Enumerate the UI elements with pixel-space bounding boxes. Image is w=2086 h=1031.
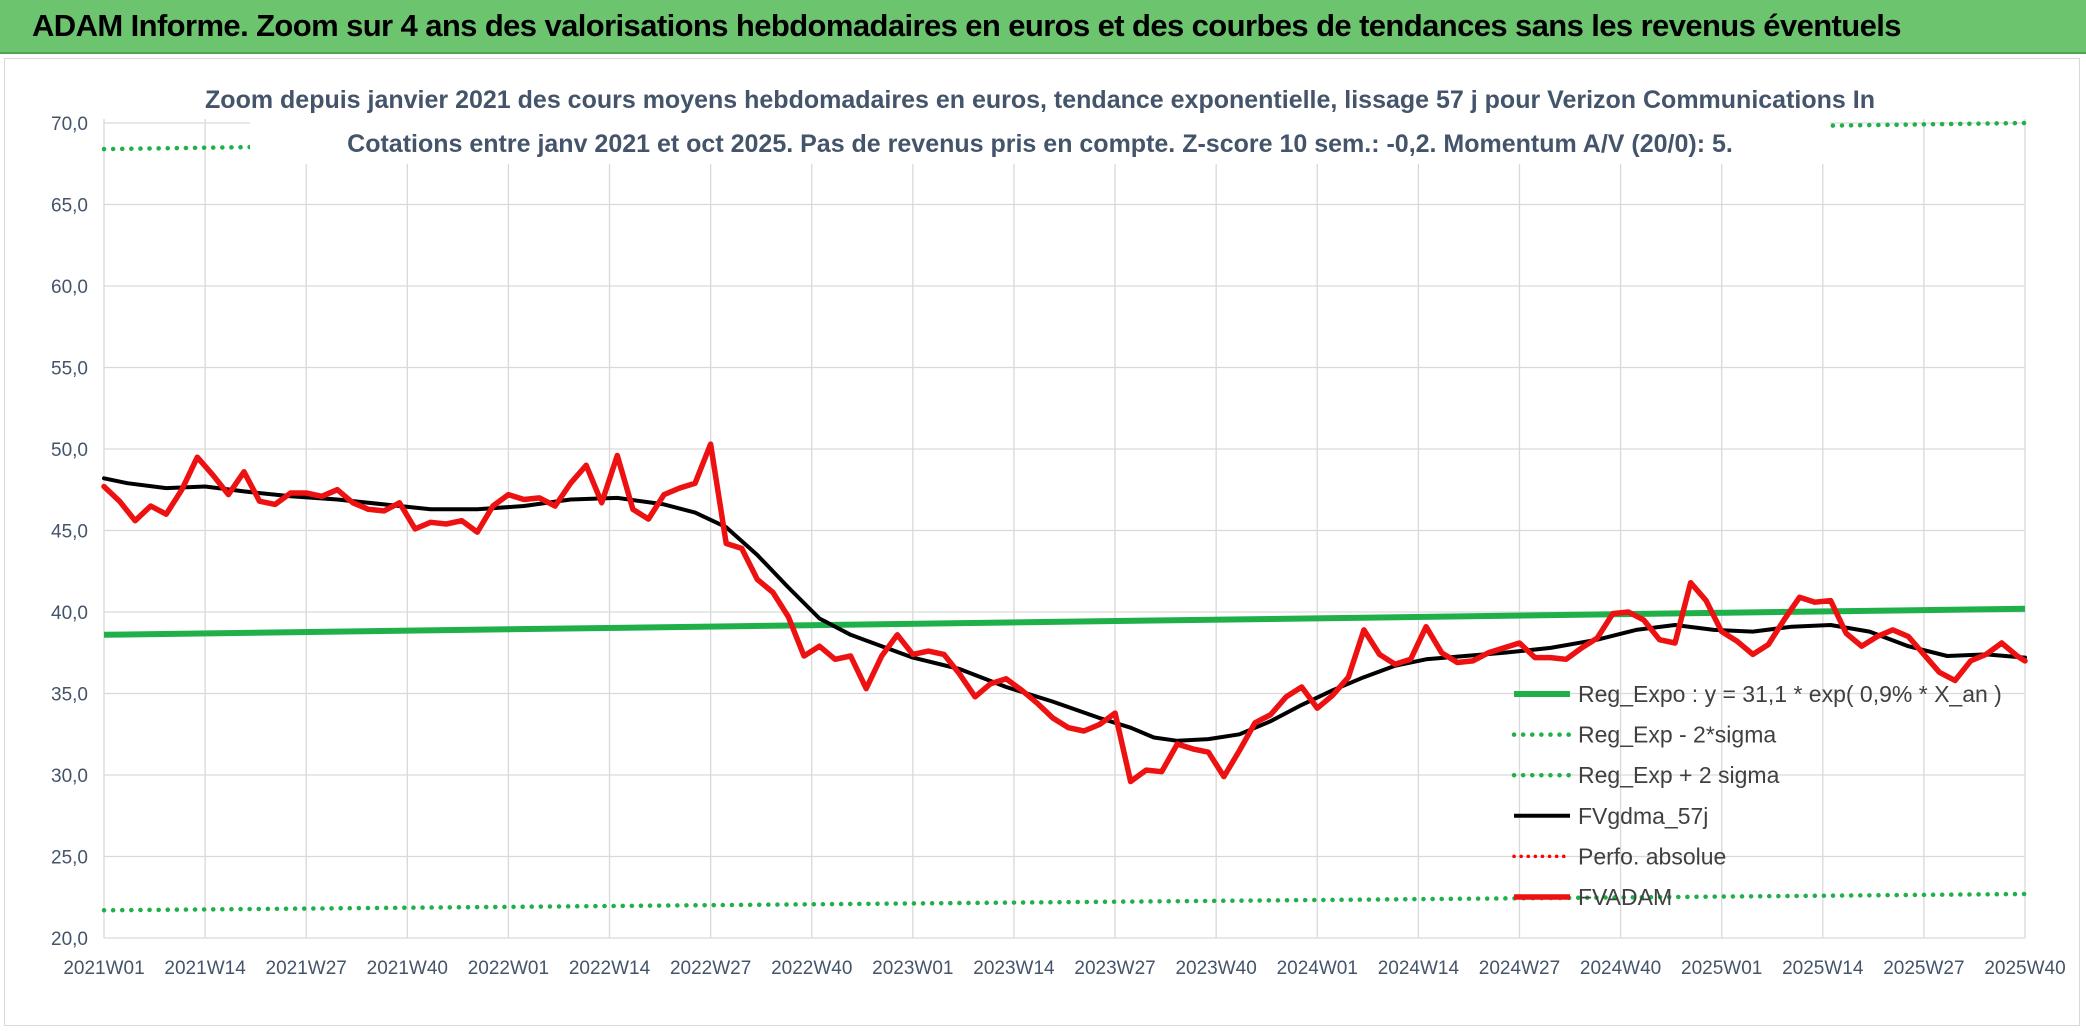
- legend-label-fvgdma: FVgdma_57j: [1578, 803, 1708, 829]
- y-tick-label: 25,0: [51, 848, 88, 869]
- y-tick-label: 55,0: [51, 359, 88, 380]
- x-tick-label: 2022W14: [569, 958, 651, 979]
- chart-title: Zoom depuis janvier 2021 des cours moyen…: [205, 86, 1875, 114]
- y-tick-label: 60,0: [51, 277, 88, 298]
- legend-label-reg-minus: Reg_Exp - 2*sigma: [1578, 722, 1776, 748]
- grid-lines: [103, 119, 2026, 939]
- series-fvadam-line: [101, 441, 2028, 785]
- x-tick-label: 2023W14: [973, 958, 1055, 979]
- series: [101, 120, 2028, 913]
- x-tick-label: 2025W01: [1681, 958, 1762, 979]
- y-tick-label: 20,0: [51, 929, 88, 950]
- x-tick-label: 2023W01: [872, 958, 953, 979]
- x-tick-label: 2022W01: [468, 958, 549, 979]
- legend-label-reg-expo: Reg_Expo : y = 31,1 * exp( 0,9% * X_an ): [1578, 681, 2002, 707]
- x-tick-label: 2025W27: [1883, 958, 1964, 979]
- x-tick-label: 2021W40: [367, 958, 448, 979]
- x-axis: 2021W01 2021W14 2021W27 2021W40 2022W01 2022W…: [63, 958, 2065, 979]
- x-tick-label: 2024W14: [1378, 958, 1460, 979]
- y-tick-label: 35,0: [51, 685, 88, 706]
- y-tick-label: 65,0: [51, 196, 88, 217]
- y-axis: 20,0 25,0 30,0 35,0 40,0 45,0 50,0 55,0 60,0 65,0…: [51, 114, 88, 950]
- report-banner: ADAM Informe. Zoom sur 4 ans des valoris…: [0, 0, 2086, 54]
- x-tick-label: 2023W40: [1175, 958, 1256, 979]
- chart-subtitle: Cotations entre janv 2021 et oct 2025. P…: [347, 130, 1733, 158]
- y-tick-label: 40,0: [51, 603, 88, 624]
- x-tick-label: 2022W27: [670, 958, 751, 979]
- y-tick-label: 70,0: [51, 114, 88, 135]
- legend-label-fvadam: FVADAM: [1578, 884, 1672, 910]
- x-tick-label: 2022W40: [771, 958, 852, 979]
- x-tick-label: 2024W01: [1277, 958, 1358, 979]
- x-tick-label: 2024W27: [1479, 958, 1560, 979]
- y-tick-label: 45,0: [51, 522, 88, 543]
- x-tick-label: 2021W01: [63, 958, 144, 979]
- legend-label-reg-plus: Reg_Exp + 2 sigma: [1578, 762, 1780, 788]
- title-backdrop: [250, 84, 1830, 164]
- x-tick-label: 2023W27: [1074, 958, 1155, 979]
- x-tick-label: 2025W14: [1782, 958, 1864, 979]
- x-tick-label: 2021W14: [164, 958, 246, 979]
- legend: Reg_Expo : y = 31,1 * exp( 0,9% * X_an )…: [1511, 681, 2002, 910]
- series-reg-expo-line: [103, 605, 2026, 638]
- x-tick-label: 2025W40: [1984, 958, 2065, 979]
- y-tick-label: 50,0: [51, 440, 88, 461]
- report-title: ADAM Informe. Zoom sur 4 ans des valoris…: [32, 8, 1902, 43]
- x-tick-label: 2021W27: [266, 958, 347, 979]
- legend-label-perfo: Perfo. absolue: [1578, 843, 1726, 869]
- chart-frame: [4, 58, 2080, 1026]
- x-tick-label: 2024W40: [1580, 958, 1661, 979]
- y-tick-label: 30,0: [51, 766, 88, 787]
- series-reg-minus-line: [101, 891, 2028, 913]
